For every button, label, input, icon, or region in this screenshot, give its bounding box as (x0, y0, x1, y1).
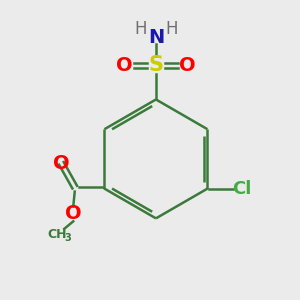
Text: N: N (148, 28, 164, 46)
Text: H: H (165, 20, 178, 38)
Text: 3: 3 (65, 233, 72, 243)
Text: Cl: Cl (232, 180, 251, 198)
Text: O: O (65, 204, 82, 224)
Text: CH: CH (47, 228, 67, 241)
Text: O: O (116, 56, 133, 75)
Text: O: O (179, 56, 196, 75)
Text: O: O (53, 154, 70, 173)
Text: H: H (134, 20, 147, 38)
Text: S: S (148, 55, 164, 75)
